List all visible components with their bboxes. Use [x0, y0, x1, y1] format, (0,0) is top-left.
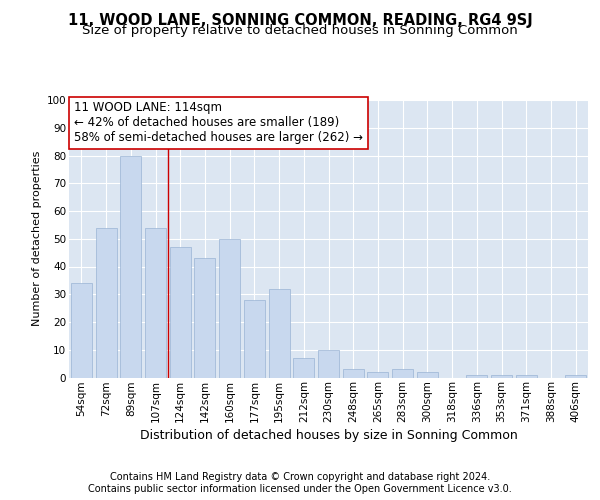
Bar — [71, 283, 92, 378]
Text: Contains HM Land Registry data © Crown copyright and database right 2024.: Contains HM Land Registry data © Crown c… — [110, 472, 490, 482]
Text: 11, WOOD LANE, SONNING COMMON, READING, RG4 9SJ: 11, WOOD LANE, SONNING COMMON, READING, … — [68, 12, 532, 28]
Y-axis label: Number of detached properties: Number of detached properties — [32, 151, 43, 326]
Bar — [194, 258, 215, 378]
Bar — [565, 374, 586, 378]
Bar — [293, 358, 314, 378]
Bar — [219, 239, 240, 378]
Bar — [95, 228, 116, 378]
Text: Size of property relative to detached houses in Sonning Common: Size of property relative to detached ho… — [82, 24, 518, 37]
Text: Contains public sector information licensed under the Open Government Licence v3: Contains public sector information licen… — [88, 484, 512, 494]
X-axis label: Distribution of detached houses by size in Sonning Common: Distribution of detached houses by size … — [140, 430, 517, 442]
Bar — [343, 369, 364, 378]
Bar — [491, 374, 512, 378]
Bar — [244, 300, 265, 378]
Bar — [318, 350, 339, 378]
Text: 11 WOOD LANE: 114sqm
← 42% of detached houses are smaller (189)
58% of semi-deta: 11 WOOD LANE: 114sqm ← 42% of detached h… — [74, 102, 363, 144]
Bar — [170, 247, 191, 378]
Bar — [269, 288, 290, 378]
Bar — [417, 372, 438, 378]
Bar — [120, 156, 141, 378]
Bar — [392, 369, 413, 378]
Bar — [367, 372, 388, 378]
Bar — [145, 228, 166, 378]
Bar — [516, 374, 537, 378]
Bar — [466, 374, 487, 378]
